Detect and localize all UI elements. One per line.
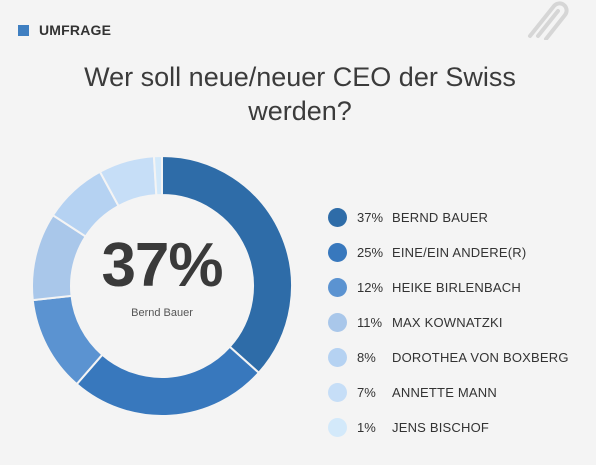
legend-name: DOROTHEA VON BOXBERG <box>392 350 569 365</box>
donut-center: 37% Bernd Bauer <box>31 155 293 417</box>
paperclip-icon[interactable] <box>524 0 574 40</box>
question-title: Wer soll neue/neuer CEO der Swiss werden… <box>84 62 516 126</box>
legend-name: HEIKE BIRLENBACH <box>392 280 521 295</box>
legend-item[interactable]: 37% BERND BAUER <box>328 200 569 235</box>
header-square-icon <box>18 24 29 36</box>
legend-item[interactable]: 1% JENS BISCHOF <box>328 410 569 445</box>
legend-item[interactable]: 12% HEIKE BIRLENBACH <box>328 270 569 305</box>
donut-hole <box>71 195 253 377</box>
legend-percent: 12% <box>357 280 384 295</box>
donut-chart: 37% Bernd Bauer <box>31 155 293 417</box>
legend-dot <box>328 383 347 402</box>
legend-item[interactable]: 7% ANNETTE MANN <box>328 375 569 410</box>
legend-dot <box>328 418 347 437</box>
legend-percent: 37% <box>357 210 384 225</box>
legend-dot <box>328 208 347 227</box>
legend-name: ANNETTE MANN <box>392 385 497 400</box>
legend-name: EINE/EIN ANDERE(R) <box>392 245 527 260</box>
legend-dot <box>328 278 347 297</box>
legend-dot <box>328 348 347 367</box>
legend-percent: 7% <box>357 385 376 400</box>
legend-item[interactable]: 8% DOROTHEA VON BOXBERG <box>328 340 569 375</box>
legend-percent: 1% <box>357 420 376 435</box>
donut-svg <box>31 155 293 417</box>
legend-percent: 25% <box>357 245 384 260</box>
header-label: UMFRAGE <box>39 22 112 38</box>
legend: 37% BERND BAUER 25% EINE/EIN ANDERE(R) 1… <box>328 200 569 445</box>
legend-item[interactable]: 25% EINE/EIN ANDERE(R) <box>328 235 569 270</box>
legend-dot <box>328 243 347 262</box>
legend-dot <box>328 313 347 332</box>
center-name: Bernd Bauer <box>131 307 193 319</box>
legend-percent: 11% <box>357 315 383 330</box>
legend-name: MAX KOWNATZKI <box>392 315 503 330</box>
legend-item[interactable]: 11% MAX KOWNATZKI <box>328 305 569 340</box>
legend-name: JENS BISCHOF <box>392 420 490 435</box>
legend-percent: 8% <box>357 350 376 365</box>
legend-name: BERND BAUER <box>392 210 489 225</box>
center-percent: 37% <box>101 231 223 300</box>
poll-header: UMFRAGE <box>18 22 111 38</box>
